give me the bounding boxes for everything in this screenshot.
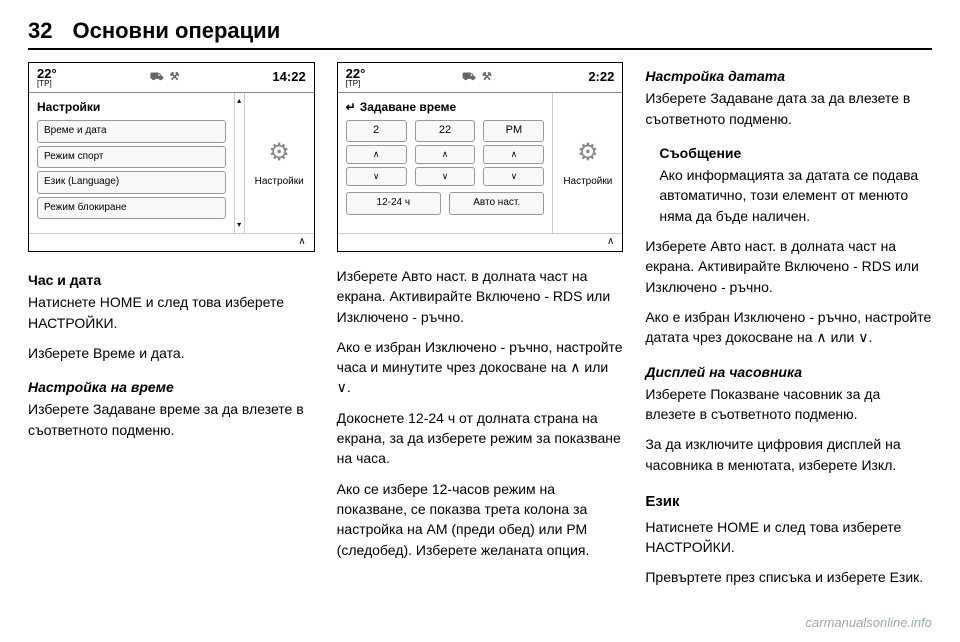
clock-label: 14:22	[272, 68, 305, 87]
hour-down-button[interactable]: ∨	[346, 167, 407, 186]
screen-statusbar: 22° [TP] ⛟ ⚒ 14:22	[29, 63, 314, 93]
side-label: Настройки	[255, 175, 304, 190]
note-heading: Съобщение	[659, 143, 932, 163]
column-2: 22° [TP] ⛟ ⚒ 2:22 ↵ Задаване време	[337, 62, 624, 602]
hour-value: 2	[346, 120, 407, 142]
factory-icon: ⚒	[482, 70, 492, 86]
body-text: Натиснете HOME и след това изберете НАСТ…	[28, 292, 315, 333]
time-set-title: ↵ Задаване време	[346, 99, 545, 116]
screen-side[interactable]: ⚙ Настройки	[244, 93, 314, 233]
minute-value: 22	[415, 120, 476, 142]
set-date-heading: Настройка датата	[645, 66, 932, 86]
clock-display-heading: Дисплей на часовника	[645, 362, 932, 382]
body-text: Ако е избран Изключено - ръчно, настройт…	[337, 337, 624, 398]
header-title: Основни операции	[72, 18, 280, 44]
chevron-up-icon[interactable]: ∧	[298, 235, 305, 250]
settings-title: Настройки	[37, 99, 226, 116]
body-text: Изберете Авто наст. в долната част на ек…	[337, 266, 624, 327]
hour-up-button[interactable]: ∧	[346, 145, 407, 164]
body-text: Изберете Задаване време за да влезете в …	[28, 399, 315, 440]
minute-up-button[interactable]: ∧	[415, 145, 476, 164]
content-columns: 22° [TP] ⛟ ⚒ 14:22 Настройки Време	[28, 62, 932, 602]
set-time-heading: Настройка на време	[28, 377, 315, 397]
back-icon[interactable]: ↵	[346, 99, 356, 116]
gear-icon: ⚙	[577, 136, 599, 171]
watermark: carmanualsonline.info	[806, 615, 932, 630]
car-icon: ⛟	[150, 70, 164, 86]
list-item[interactable]: Време и дата	[37, 120, 226, 143]
car-icon: ⛟	[462, 70, 476, 86]
note-text: Ако информацията за датата се подава авт…	[659, 165, 932, 226]
chevron-up-icon[interactable]: ∧	[607, 235, 614, 250]
clock-label: 2:22	[588, 68, 614, 87]
gear-icon: ⚙	[268, 136, 290, 171]
body-text: Докоснете 12-24 ч от долната страна на е…	[337, 408, 624, 469]
status-icons: ⛟ ⚒	[462, 70, 492, 86]
body-text: За да изключите цифровия дисплей на часо…	[645, 434, 932, 475]
page-header: 32 Основни операции	[28, 18, 932, 50]
tp-label: [TP]	[346, 80, 366, 88]
settings-screen: 22° [TP] ⛟ ⚒ 14:22 Настройки Време	[28, 62, 315, 252]
list-item[interactable]: Език (Language)	[37, 171, 226, 194]
column-3: Настройка датата Изберете Задаване дата …	[645, 62, 932, 602]
side-label: Настройки	[563, 175, 612, 190]
list-item[interactable]: Режим спорт	[37, 146, 226, 169]
ampm-down-button[interactable]: ∨	[483, 167, 544, 186]
body-text: Ако е избран Изключено - ръчно, настройт…	[645, 307, 932, 348]
ampm-up-button[interactable]: ∧	[483, 145, 544, 164]
factory-icon: ⚒	[170, 70, 180, 86]
body-text: Ако се избере 12-часов режим на показван…	[337, 479, 624, 560]
auto-set-button[interactable]: Авто наст.	[449, 192, 544, 215]
ampm-value: PM	[483, 120, 544, 142]
format-1224-button[interactable]: 12-24 ч	[346, 192, 441, 215]
list-item[interactable]: Режим блокиране	[37, 197, 226, 220]
minute-down-button[interactable]: ∨	[415, 167, 476, 186]
time-date-heading: Час и дата	[28, 270, 315, 290]
body-text: Натиснете HOME и след това изберете НАСТ…	[645, 517, 932, 558]
language-heading: Език	[645, 491, 932, 513]
body-text: Изберете Авто наст. в долната част на ек…	[645, 236, 932, 297]
body-text: Изберете Задаване дата за да влезете в с…	[645, 88, 932, 129]
body-text: Изберете Показване часовник за да влезет…	[645, 384, 932, 425]
time-set-screen: 22° [TP] ⛟ ⚒ 2:22 ↵ Задаване време	[337, 62, 624, 252]
body-text: Превъртете през списъка и изберете Език.	[645, 567, 932, 587]
screen-bottombar: ∧	[29, 233, 314, 251]
tp-label: [TP]	[37, 80, 57, 88]
screen-side[interactable]: ⚙ Настройки	[552, 93, 622, 233]
screen-bottombar: ∧	[338, 233, 623, 251]
screen-statusbar: 22° [TP] ⛟ ⚒ 2:22	[338, 63, 623, 93]
page-number: 32	[28, 18, 52, 44]
status-icons: ⛟ ⚒	[150, 70, 180, 86]
column-1: 22° [TP] ⛟ ⚒ 14:22 Настройки Време	[28, 62, 315, 602]
scrollbar[interactable]	[234, 93, 244, 233]
body-text: Изберете Време и дата.	[28, 343, 315, 363]
